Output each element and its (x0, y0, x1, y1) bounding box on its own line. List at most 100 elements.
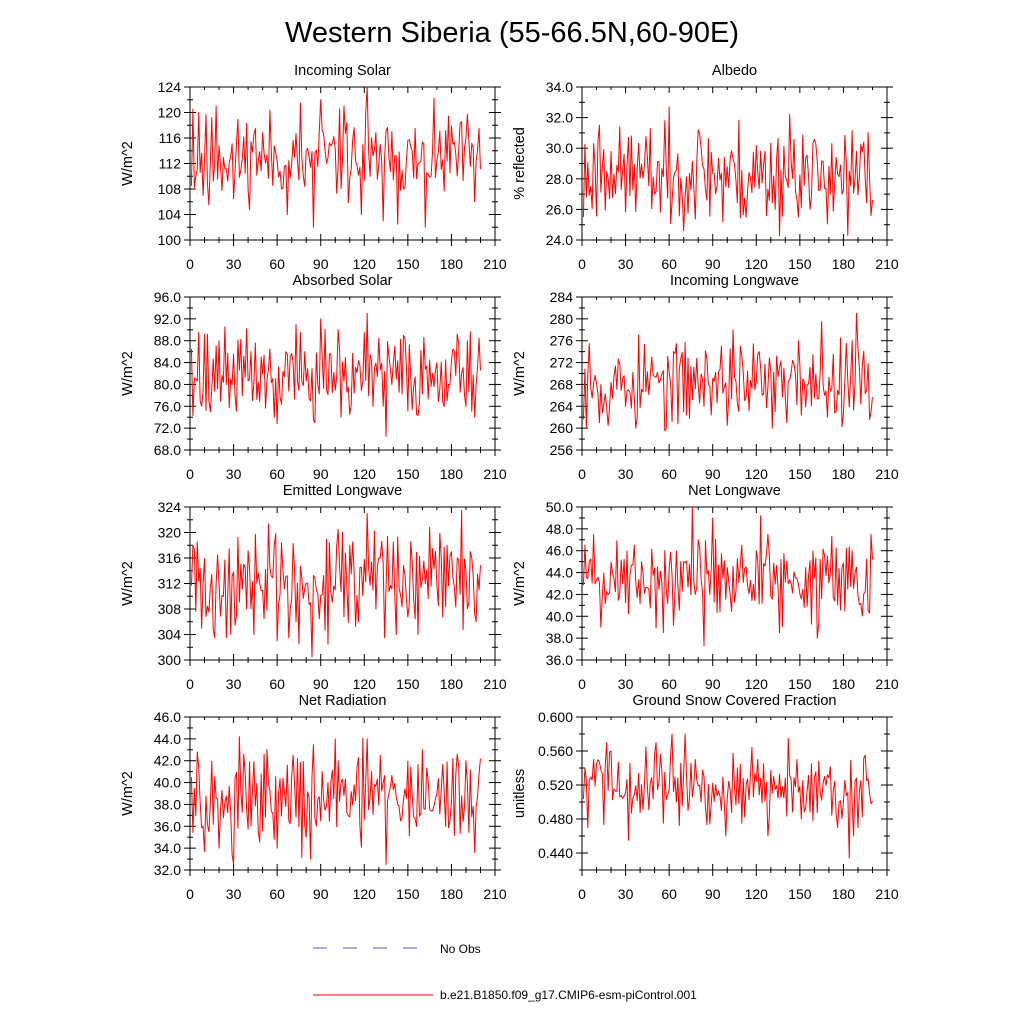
legend: No Obs b.e21.B1850.f09_g17.CMIP6-esm-piC… (313, 942, 697, 1002)
y-tick-label: 0.480 (538, 811, 573, 827)
y-axis-label: unitless (512, 769, 528, 818)
panel-title: Net Longwave (688, 483, 781, 499)
y-axis-label: W/m^2 (120, 141, 136, 186)
y-tick-label: 44.0 (154, 731, 181, 747)
x-tick-label: 60 (661, 256, 677, 272)
y-tick-label: 46.0 (154, 709, 181, 725)
y-tick-label: 116 (159, 130, 182, 146)
y-tick-label: 38.0 (154, 796, 181, 812)
y-tick-label: 36.0 (546, 652, 573, 668)
figure-title: Western Siberia (55-66.5N,60-90E) (285, 17, 739, 49)
panel-title: Emitted Longwave (283, 483, 402, 499)
y-tick-label: 304 (158, 627, 182, 643)
y-tick-label: 256 (550, 442, 574, 458)
x-tick-label: 30 (226, 676, 242, 692)
y-tick-label: 40.0 (546, 608, 573, 624)
x-tick-label: 150 (788, 256, 812, 272)
y-tick-label: 44.0 (546, 565, 573, 581)
panel-title: Absorbed Solar (293, 273, 393, 289)
y-tick-label: 92.0 (154, 311, 181, 327)
y-tick-label: 316 (158, 550, 182, 566)
x-tick-label: 0 (578, 256, 586, 272)
y-tick-label: 50.0 (546, 499, 573, 515)
x-tick-label: 210 (483, 676, 507, 692)
x-tick-label: 30 (226, 886, 242, 902)
series-line (582, 733, 873, 859)
x-tick-label: 90 (313, 466, 329, 482)
plot-frame (189, 506, 496, 661)
x-tick-label: 90 (705, 466, 721, 482)
x-tick-label: 60 (269, 886, 285, 902)
x-tick-label: 150 (396, 256, 420, 272)
series-line (190, 312, 481, 437)
x-tick-label: 150 (788, 886, 812, 902)
y-tick-label: 124 (158, 79, 182, 95)
x-tick-label: 0 (186, 886, 194, 902)
x-tick-label: 180 (832, 256, 856, 272)
y-tick-label: 100 (158, 232, 182, 248)
panel-title: Incoming Solar (294, 63, 391, 79)
y-tick-label: 0.600 (538, 709, 573, 725)
y-tick-label: 80.0 (154, 376, 181, 392)
x-tick-label: 90 (705, 676, 721, 692)
x-tick-label: 120 (745, 886, 769, 902)
x-tick-label: 30 (226, 256, 242, 272)
y-tick-label: 32.0 (546, 110, 573, 126)
y-tick-label: 120 (158, 105, 182, 121)
y-tick-label: 320 (158, 525, 182, 541)
x-tick-label: 120 (353, 886, 377, 902)
y-tick-label: 34.0 (154, 840, 181, 856)
legend-model-label: b.e21.B1850.f09_g17.CMIP6-esm-piControl.… (440, 988, 697, 1002)
panel-incoming-solar: Incoming Solar W/m^2 0 30 60 90 120 150 180 210 10… (120, 63, 507, 272)
y-tick-label: 36.0 (154, 818, 181, 834)
y-tick-label: 264 (550, 398, 574, 414)
y-axis-label: W/m^2 (512, 351, 528, 396)
y-tick-label: 30.0 (546, 140, 573, 156)
x-tick-label: 90 (313, 256, 329, 272)
y-tick-label: 0.520 (538, 777, 573, 793)
x-tick-label: 120 (745, 466, 769, 482)
y-tick-label: 284 (550, 289, 574, 305)
series-line (190, 86, 481, 228)
series-line (190, 736, 481, 866)
x-tick-label: 210 (483, 256, 507, 272)
x-tick-label: 60 (661, 886, 677, 902)
legend-obs-label: No Obs (440, 942, 481, 956)
y-axis-label: W/m^2 (512, 561, 528, 606)
series-line (582, 312, 873, 432)
y-tick-label: 0.440 (538, 845, 573, 861)
x-tick-label: 0 (578, 676, 586, 692)
x-tick-label: 30 (226, 466, 242, 482)
y-tick-label: 48.0 (546, 521, 573, 537)
y-tick-label: 68.0 (154, 442, 181, 458)
y-tick-label: 32.0 (154, 862, 181, 878)
x-tick-label: 150 (788, 676, 812, 692)
y-tick-label: 104 (158, 207, 182, 223)
x-tick-label: 0 (578, 466, 586, 482)
y-tick-label: 42.0 (546, 586, 573, 602)
x-tick-label: 180 (832, 676, 856, 692)
x-tick-label: 30 (618, 886, 634, 902)
x-tick-label: 120 (353, 256, 377, 272)
y-axis-label: % reflected (512, 127, 528, 200)
x-tick-label: 60 (661, 676, 677, 692)
panel-emitted-longwave: Emitted Longwave W/m^2 0 30 60 90 120 150 180 210… (120, 483, 507, 692)
x-tick-label: 150 (788, 466, 812, 482)
x-tick-label: 150 (396, 676, 420, 692)
x-tick-label: 210 (875, 466, 899, 482)
y-tick-label: 268 (550, 376, 574, 392)
y-tick-label: 88.0 (154, 333, 181, 349)
series-line (190, 509, 481, 658)
x-tick-label: 180 (440, 256, 464, 272)
y-tick-label: 46.0 (546, 543, 573, 559)
x-tick-label: 0 (186, 466, 194, 482)
plot-frame (189, 716, 496, 871)
y-tick-label: 40.0 (154, 775, 181, 791)
x-tick-label: 210 (875, 886, 899, 902)
x-tick-label: 180 (440, 676, 464, 692)
y-tick-label: 300 (158, 652, 182, 668)
y-tick-label: 280 (550, 311, 574, 327)
y-tick-label: 38.0 (546, 630, 573, 646)
x-tick-label: 0 (578, 886, 586, 902)
